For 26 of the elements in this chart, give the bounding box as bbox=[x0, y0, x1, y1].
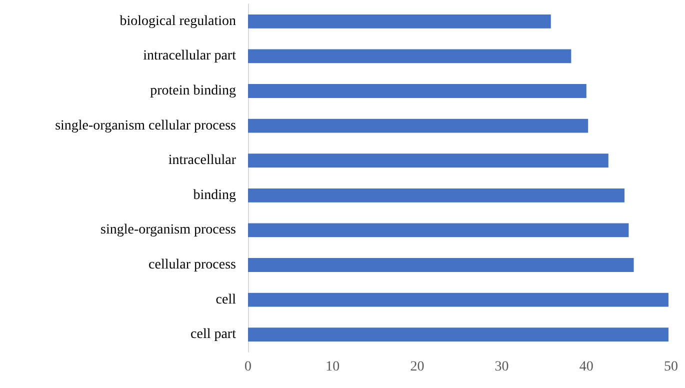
y-tick-label: cell part bbox=[190, 327, 236, 342]
bar bbox=[248, 49, 572, 64]
bar bbox=[248, 258, 634, 272]
y-tick-label: cell bbox=[216, 292, 236, 308]
bar bbox=[248, 223, 629, 238]
bar bbox=[248, 292, 668, 307]
bar bbox=[248, 154, 608, 168]
x-tick-label: 40 bbox=[579, 360, 594, 374]
bar bbox=[248, 84, 586, 98]
x-tick-label: 20 bbox=[410, 360, 424, 374]
y-tick-label: binding bbox=[193, 188, 236, 203]
y-tick-label: single-organism process bbox=[100, 222, 236, 238]
y-tick-label: intracellular part bbox=[143, 48, 236, 64]
y-tick-label: cellular process bbox=[148, 258, 236, 272]
x-tick-label: 10 bbox=[326, 360, 340, 374]
y-tick-label: intracellular bbox=[168, 153, 236, 168]
x-tick-label: 30 bbox=[494, 360, 509, 374]
x-tick-label: 50 bbox=[664, 360, 678, 374]
y-tick-label: single-organism cellular process bbox=[55, 118, 236, 134]
bar bbox=[248, 14, 551, 28]
bar bbox=[248, 188, 624, 202]
bar bbox=[248, 328, 668, 342]
y-tick-label: biological regulation bbox=[120, 14, 236, 29]
bar bbox=[248, 118, 588, 133]
x-tick-label: 0 bbox=[244, 360, 252, 374]
y-tick-label: protein binding bbox=[150, 84, 236, 98]
